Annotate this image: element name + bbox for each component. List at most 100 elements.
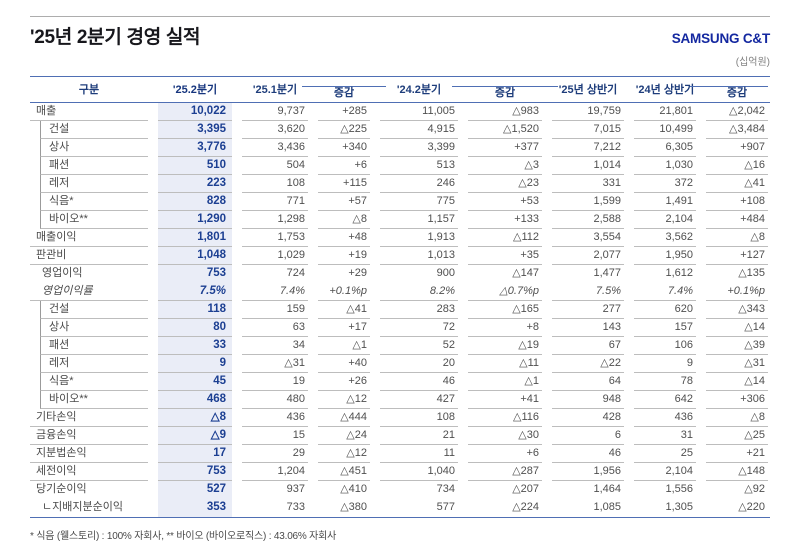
table-row: 레저 9 △31 +40 20 △11 △22 9 △31 [30,355,770,373]
column-header: 구분 [78,84,100,96]
cell-value: 9 [158,355,232,373]
cell-value: 353 [158,499,232,517]
cell-value: +17 [318,319,370,337]
cell-value: 283 [380,301,458,319]
cell-value: △451 [318,463,370,481]
cell-value: 480 [242,391,308,409]
cell-value: +48 [318,229,370,247]
row-label: 식음* [40,193,148,211]
cell-value: 6 [552,427,624,445]
cell-value: △147 [512,267,539,279]
cell-value: 1,290 [158,211,232,229]
cell-value: 11,005 [380,103,458,121]
results-table: 구분 '25.2분기 '25.1분기 증감 '24.2분기 증감 '25년 상반기 '24년 … [30,76,770,518]
cell-value: 25 [634,445,696,463]
row-label: 레저 [40,355,148,373]
cell-value: 1,956 [552,463,624,481]
cell-value: 2,104 [634,463,696,481]
cell-value: 7.4% [242,283,308,301]
cell-value: 1,298 [242,211,308,229]
column-header-label: 증감 [726,87,748,99]
table-row: 패션 33 34 △1 52 △19 67 106 △39 [30,337,770,355]
cell-value: 21 [380,427,458,445]
cell-value: 7.5% [552,283,624,301]
cell-value: 1,491 [634,193,696,211]
cell-value: 223 [158,175,232,193]
cell-value: +133 [468,211,542,229]
cell-value: +35 [468,247,542,265]
column-header-label: 증감 [494,87,516,99]
cell-value: +127 [706,247,768,265]
table-row: 패션 510 504 +6 513 △3 1,014 1,030 △16 [30,157,770,175]
cell-value: 67 [552,337,624,355]
cell-value: 427 [380,391,458,409]
column-header: '24.2분기 [396,84,442,96]
cell-value: 753 [158,265,232,283]
cell-value: 15 [242,427,308,445]
table-row: 바이오** 1,290 1,298 △8 1,157 +133 2,588 2,104 +484 [30,211,770,229]
cell-value: +40 [318,355,370,373]
cell-value: △3 [468,157,542,175]
column-header: '25년 상반기 [558,84,618,96]
cell-value: △112 [468,229,542,247]
cell-value: 63 [242,319,308,337]
row-label: 상사 [40,319,148,337]
cell-value: 7.4% [634,283,696,301]
cell-value: +340 [318,139,370,157]
cell-value: 246 [380,175,458,193]
cell-value: 1,801 [158,229,232,247]
cell-value: △12 [318,391,370,409]
cell-value: △16 [706,157,768,175]
cell-value: △1 [318,337,370,355]
cell-value: 642 [634,391,696,409]
slide: '25년 2분기 경영 실적 SAMSUNG C&T (십억원) 구분 '25.2… [0,16,800,558]
cell-value: +115 [318,175,370,193]
row-label: ㄴ지배지분순이익 [42,501,123,513]
cell-value: 159 [242,301,308,319]
row-label: 영업이익률 [30,283,148,301]
cell-value: 7.5% [158,283,232,301]
cell-value: 34 [242,337,308,355]
cell-value: 775 [380,193,458,211]
cell-value: 78 [634,373,696,391]
row-label: 기타손익 [30,409,148,427]
cell-value: △11 [468,355,542,373]
samsung-ct-logo: SAMSUNG C&T [671,31,771,46]
cell-value: 143 [552,319,624,337]
cell-value: △31 [242,355,308,373]
cell-value: 3,436 [242,139,308,157]
cell-value: 1,029 [242,247,308,265]
cell-value: 1,612 [665,267,693,279]
cell-value: 45 [158,373,232,391]
cell-value: 10,022 [158,103,232,121]
column-header: '25.1분기 [252,84,298,96]
cell-value: +484 [706,211,768,229]
table-row: ㄴ지배지분순이익 353 733 △380 577 △224 1,085 1,305 △220 [30,499,770,517]
page-title: '25년 2분기 경영 실적 [30,27,201,48]
cell-value: +41 [468,391,542,409]
cell-value: 3,399 [380,139,458,157]
cell-value: 29 [242,445,308,463]
cell-value: 3,554 [552,229,624,247]
table-row: 금융손익 △9 15 △24 21 △30 6 31 △25 [30,427,770,445]
chg-bracket-line [302,86,386,87]
cell-value: +0.1%p [706,283,768,301]
row-label: 매출이익 [30,229,148,247]
cell-value: △224 [512,501,539,513]
cell-value: 428 [552,409,624,427]
cell-value: +8 [468,319,542,337]
table-row: 기타손익 △8 436 △444 108 △116 428 436 △8 [30,409,770,427]
cell-value: △9 [158,427,232,445]
cell-value: 6,305 [634,139,696,157]
cell-value: 2,588 [552,211,624,229]
cell-value: 733 [286,501,305,513]
table-row: 레저 223 108 +115 246 △23 331 372 △41 [30,175,770,193]
table-row: 영업이익률 7.5% 7.4% +0.1%p 8.2% △0.7%p 7.5% 7.4% +0.… [30,283,770,301]
cell-value: △135 [738,267,765,279]
cell-value: △343 [706,301,768,319]
cell-value: △8 [706,409,768,427]
cell-value: 937 [286,483,305,495]
row-label: 패션 [40,337,148,355]
column-header: '24년 상반기 [635,84,695,96]
cell-value: △225 [318,121,370,139]
